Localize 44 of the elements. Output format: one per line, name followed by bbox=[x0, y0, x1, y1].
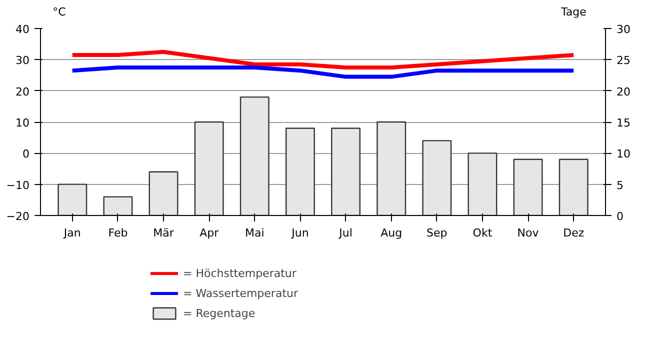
y2-axis-title: Tage bbox=[560, 6, 587, 18]
bar bbox=[148, 171, 178, 216]
y2-tick-label: 25 bbox=[616, 54, 630, 68]
x-tick-label: Mär bbox=[153, 226, 174, 240]
y2-tick-label: 0 bbox=[616, 210, 624, 223]
x-tick-label: Apr bbox=[200, 226, 220, 240]
y-tick-label: 10 bbox=[16, 116, 30, 130]
bar bbox=[558, 158, 588, 216]
x-tick-label: Nov bbox=[517, 226, 540, 240]
bar bbox=[331, 128, 361, 216]
y-tick-label: 0 bbox=[22, 148, 30, 161]
y2-tick-label: 15 bbox=[616, 116, 630, 130]
y-tick-label: 20 bbox=[16, 85, 30, 98]
y2-tick-label: 5 bbox=[616, 178, 624, 192]
bar bbox=[376, 121, 406, 216]
y-tick-label: −20 bbox=[6, 210, 30, 223]
x-tick-label: Sep bbox=[426, 226, 448, 240]
x-tick-label: Aug bbox=[380, 226, 402, 240]
y-axis-title: °C bbox=[52, 6, 66, 18]
y-tick-label: 40 bbox=[16, 23, 30, 36]
bar bbox=[285, 128, 315, 216]
bar bbox=[513, 158, 543, 216]
line-series bbox=[70, 50, 576, 70]
y2-tick-label: 30 bbox=[616, 23, 630, 36]
x-tick-label: Jun bbox=[290, 226, 309, 240]
x-tick-label: Jul bbox=[338, 226, 352, 240]
x-tick-label: Mai bbox=[245, 226, 264, 240]
y-tick-label: −10 bbox=[6, 178, 30, 192]
y2-tick-label: 20 bbox=[616, 85, 630, 98]
x-tick-label: Okt bbox=[472, 226, 493, 240]
y2-tick-label: 10 bbox=[616, 148, 630, 161]
bar bbox=[58, 184, 88, 216]
y-tick-label: 30 bbox=[16, 54, 30, 68]
legend-label: = Regentage bbox=[183, 306, 256, 320]
legend-label: = Höchsttemperatur bbox=[183, 266, 296, 280]
bar bbox=[103, 196, 133, 216]
bar bbox=[422, 140, 452, 216]
bar bbox=[240, 96, 270, 216]
bar bbox=[468, 152, 498, 216]
x-tick-label: Dez bbox=[563, 226, 584, 240]
legend-label: = Wassertemperatur bbox=[183, 286, 298, 300]
x-tick-label: Jan bbox=[62, 226, 81, 240]
bar bbox=[194, 121, 224, 216]
x-tick-label: Feb bbox=[108, 226, 128, 240]
